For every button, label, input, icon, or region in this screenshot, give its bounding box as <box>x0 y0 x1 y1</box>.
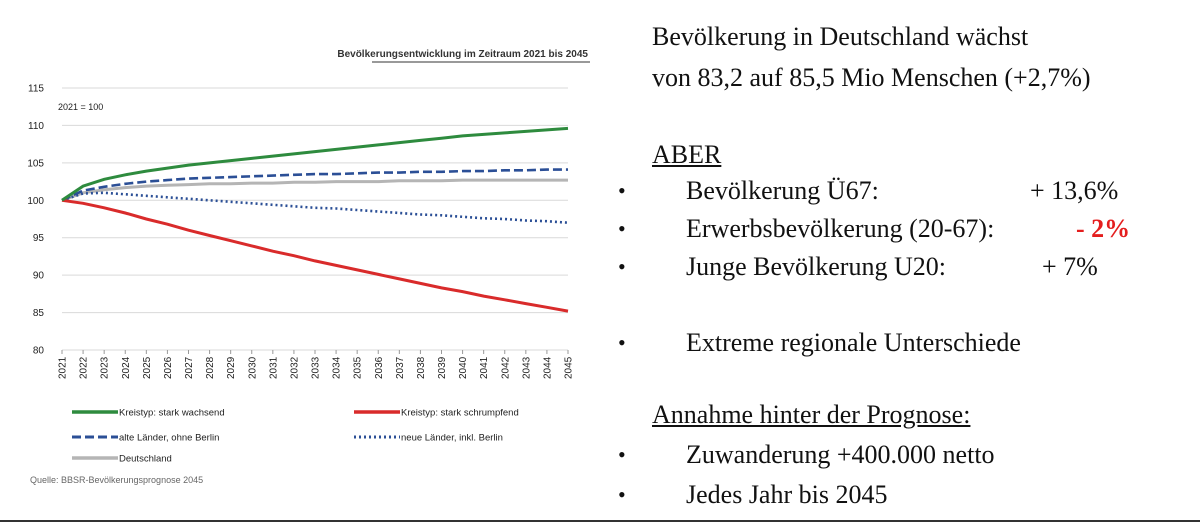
y-tick-label: 105 <box>27 158 44 169</box>
bullet-regional: • <box>618 330 626 355</box>
bottom-rule <box>0 520 1200 522</box>
legend-label-2: alte Länder, ohne Berlin <box>119 433 219 444</box>
y-tick-label: 115 <box>28 84 44 95</box>
x-tick-label: 2030 <box>247 356 258 379</box>
item-value-1: + 13,6% <box>1030 176 1119 205</box>
headline-line-2: von 83,2 auf 85,5 Mio Menschen (+2,7%) <box>652 63 1091 92</box>
x-tick-label: 2034 <box>332 356 343 379</box>
x-tick-label: 2021 <box>58 356 69 379</box>
x-tick-label: 2037 <box>395 356 406 379</box>
x-tick-label: 2027 <box>184 356 195 379</box>
assumption-text-2: Jedes Jahr bis 2045 <box>686 480 888 509</box>
bullet-2: • <box>618 216 626 241</box>
y-tick-label: 95 <box>33 233 45 244</box>
x-tick-label: 2040 <box>458 356 469 379</box>
y-tick-label: 85 <box>33 308 45 319</box>
x-tick-label: 2029 <box>226 356 237 379</box>
x-tick-label: 2042 <box>500 356 511 379</box>
x-tick-label: 2035 <box>353 356 364 379</box>
headline-line-1: Bevölkerung in Deutschland wächst <box>652 22 1029 51</box>
y-tick-label: 110 <box>28 121 44 132</box>
x-tick-label: 2043 <box>521 356 532 379</box>
item-label-2: Erwerbsbevölkerung (20-67): <box>686 214 995 243</box>
assumption-heading: Annahme hinter der Prognose: <box>652 400 971 429</box>
legend-label-4: Deutschland <box>119 454 172 465</box>
series-line-3 <box>61 191 569 224</box>
item-label-3: Junge Bevölkerung U20: <box>686 252 946 281</box>
x-tick-label: 2025 <box>142 356 153 379</box>
regional-text: Extreme regionale Unterschiede <box>686 328 1021 357</box>
bullet-assumption-2: • <box>618 482 626 507</box>
y-tick-label: 90 <box>33 271 45 282</box>
legend-label-0: Kreistyp: stark wachsend <box>119 408 225 419</box>
x-tick-label: 2041 <box>479 356 490 379</box>
assumption-text-1: Zuwanderung +400.000 netto <box>686 440 995 469</box>
chart-source: Quelle: BBSR-Bevölkerungsprognose 2045 <box>30 475 203 485</box>
item-value-2: - 2% <box>1076 214 1131 243</box>
chart-panel: Bevölkerungsentwicklung im Zeitraum 2021… <box>27 49 590 485</box>
series-line-2 <box>61 168 568 202</box>
x-tick-label: 2026 <box>163 356 174 379</box>
line-chart: Bevölkerungsentwicklung im Zeitraum 2021… <box>27 49 590 485</box>
x-tick-label: 2045 <box>564 356 575 379</box>
x-tick-label: 2033 <box>311 356 322 379</box>
y-tick-label: 100 <box>27 196 44 207</box>
x-tick-label: 2031 <box>268 356 279 379</box>
legend-label-3: neue Länder, inkl. Berlin <box>401 433 503 444</box>
x-tick-label: 2044 <box>542 356 553 379</box>
x-tick-label: 2022 <box>79 356 90 379</box>
x-tick-label: 2032 <box>289 356 300 379</box>
bullet-assumption-1: • <box>618 442 626 467</box>
x-tick-label: 2038 <box>416 356 427 379</box>
x-tick-label: 2028 <box>205 356 216 379</box>
series-line-0 <box>61 126 569 202</box>
aber-heading: ABER <box>652 140 722 169</box>
x-tick-label: 2024 <box>121 356 132 379</box>
x-tick-label: 2023 <box>100 356 111 379</box>
bullet-3: • <box>618 254 626 279</box>
item-value-3: + 7% <box>1042 252 1098 281</box>
index-note: 2021 = 100 <box>58 102 103 112</box>
chart-title: Bevölkerungsentwicklung im Zeitraum 2021… <box>337 49 588 60</box>
y-tick-label: 80 <box>33 346 45 357</box>
item-label-1: Bevölkerung Ü67: <box>686 176 879 205</box>
series-line-4 <box>61 178 568 202</box>
bullet-1: • <box>618 178 626 203</box>
series-line-1 <box>61 198 569 313</box>
legend-label-1: Kreistyp: stark schrumpfend <box>401 408 519 419</box>
text-panel: Bevölkerung in Deutschland wächst von 83… <box>600 0 1200 524</box>
x-tick-label: 2039 <box>437 356 448 379</box>
x-tick-label: 2036 <box>374 356 385 379</box>
